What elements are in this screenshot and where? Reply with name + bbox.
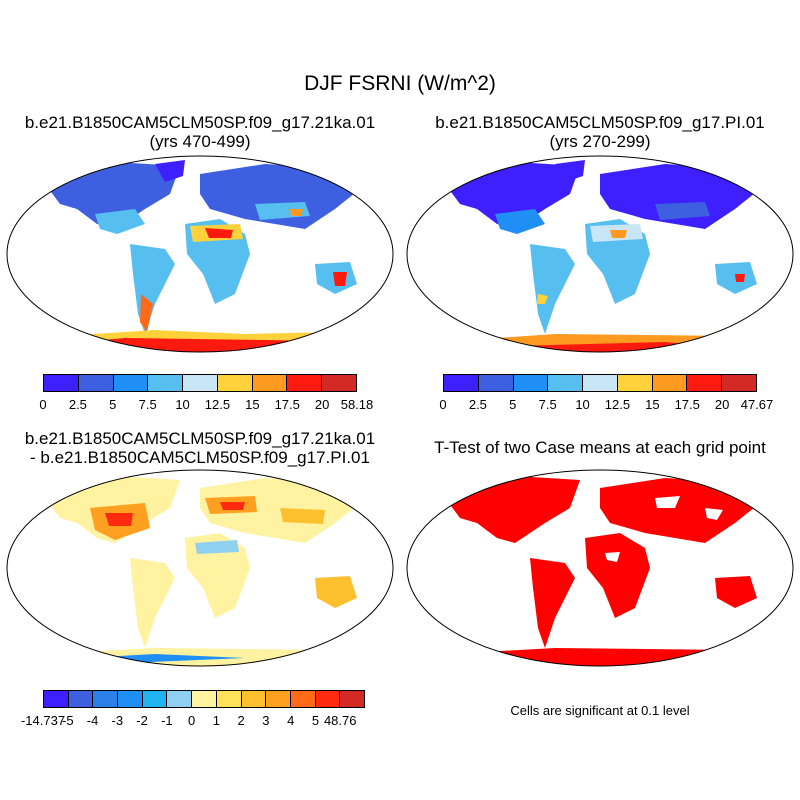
colorbar-tick-label: 5 [109, 397, 117, 412]
colorbar-swatch [617, 375, 653, 391]
colorbar-panel-2-ticks: 0 2.5 5 7.5 10 12.5 15 17.5 20 47.67 [439, 397, 773, 413]
colorbar-tick-label: 2.5 [468, 397, 487, 412]
colorbar-swatch [315, 691, 341, 707]
panel-1-title: b.e21.B1850CAM5CLM50SP.f09_g17.21ka.01 (… [0, 113, 400, 151]
colorbar-swatch [241, 691, 267, 707]
colorbar-tick-label: 10 [575, 397, 590, 412]
colorbar-swatch [192, 691, 217, 707]
colorbar-panel-3 [43, 690, 365, 708]
colorbar-tick-label: 3 [262, 713, 270, 728]
colorbar-tick-label: 17.5 [674, 397, 700, 412]
panel-2-title-line2: (yrs 270-299) [549, 132, 651, 151]
panel-1-title-line2: (yrs 470-499) [149, 132, 251, 151]
colorbar-swatch [478, 375, 514, 391]
colorbar-swatch [252, 375, 288, 391]
colorbar-panel-1 [43, 374, 357, 392]
colorbar-swatch [722, 375, 757, 391]
colorbar-swatch [266, 691, 291, 707]
colorbar-tick-label: 2 [237, 713, 245, 728]
colorbar-swatch [548, 375, 584, 391]
colorbar-swatch [444, 375, 479, 391]
colorbar-panel-1-ticks: 0 2.5 5 7.5 10 12.5 15 17.5 20 58.18 [39, 397, 373, 413]
colorbar-swatch [142, 691, 168, 707]
colorbar-swatch [78, 375, 114, 391]
colorbar-tick-label: -5 [61, 713, 74, 728]
colorbar-tick-label: 12.5 [604, 397, 631, 412]
colorbar-swatch [68, 691, 94, 707]
map-panel-1 [6, 155, 394, 353]
colorbar-tick-label: 7.5 [538, 397, 557, 412]
panel-2-title-line1: b.e21.B1850CAM5CLM50SP.f09_g17.PI.01 [435, 113, 765, 132]
colorbar-swatch [167, 691, 193, 707]
colorbar-swatch [290, 691, 316, 707]
colorbar-tick-label: 1 [212, 713, 220, 728]
panel-3-title: b.e21.B1850CAM5CLM50SP.f09_g17.21ka.01 -… [0, 429, 400, 467]
map-panel-2 [406, 155, 794, 353]
colorbar-swatch [44, 375, 79, 391]
colorbar-swatch [44, 691, 69, 707]
colorbar-tick-label: 20 [314, 397, 330, 412]
colorbar-tick-label: 0 [39, 397, 47, 412]
colorbar-tick-label: -4 [86, 713, 99, 728]
colorbar-tick-label: -14.737 [20, 713, 66, 728]
colorbar-panel-3-ticks: -14.737 -5 -4 -3 -2 -1 0 1 2 3 4 5 48.76 [21, 713, 365, 729]
colorbar-swatch [148, 375, 184, 391]
colorbar-tick-label: 12.5 [204, 397, 231, 412]
colorbar-swatch [687, 375, 723, 391]
figure-title: DJF FSRNI (W/m^2) [304, 72, 496, 95]
colorbar-swatch [217, 375, 253, 391]
colorbar-swatch [216, 691, 242, 707]
colorbar-tick-label: -3 [111, 713, 124, 728]
colorbar-tick-label: -2 [136, 713, 148, 728]
colorbar-swatch [118, 691, 143, 707]
colorbar-tick-label: 5 [311, 713, 320, 728]
colorbar-tick-label: -1 [161, 713, 173, 728]
colorbar-swatch [513, 375, 549, 391]
colorbar-tick-label: 17.5 [274, 397, 300, 412]
significance-note: Cells are significant at 0.1 level [510, 703, 690, 718]
panel-2-title: b.e21.B1850CAM5CLM50SP.f09_g17.PI.01 (yr… [400, 113, 800, 151]
colorbar-tick-label: 0 [187, 713, 196, 728]
colorbar-swatch [113, 375, 149, 391]
colorbar-tick-label: 47.67 [740, 397, 774, 412]
colorbar-tick-label: 0 [439, 397, 447, 412]
colorbar-swatch [322, 375, 357, 391]
colorbar-tick-label: 58.18 [340, 397, 374, 412]
colorbar-tick-label: 48.76 [323, 713, 357, 728]
colorbar-tick-label: 20 [714, 397, 730, 412]
colorbar-panel-2 [443, 374, 757, 392]
colorbar-swatch [287, 375, 323, 391]
colorbar-swatch [652, 375, 688, 391]
panel-4-title: T-Test of two Case means at each grid po… [434, 438, 766, 457]
map-panel-3 [6, 469, 394, 667]
colorbar-swatch [93, 691, 119, 707]
colorbar-swatch [183, 375, 218, 391]
map-panel-4 [406, 469, 794, 667]
colorbar-tick-label: 10 [175, 397, 190, 412]
panel-1-title-line1: b.e21.B1850CAM5CLM50SP.f09_g17.21ka.01 [24, 113, 376, 132]
colorbar-tick-label: 4 [287, 713, 295, 728]
panel-3-title-line2: - b.e21.B1850CAM5CLM50SP.f09_g17.PI.01 [30, 448, 370, 467]
colorbar-swatch [583, 375, 618, 391]
colorbar-tick-label: 15 [645, 397, 660, 412]
colorbar-tick-label: 2.5 [68, 397, 87, 412]
colorbar-swatch [340, 691, 364, 707]
colorbar-tick-label: 7.5 [138, 397, 157, 412]
colorbar-tick-label: 5 [509, 397, 517, 412]
panel-3-title-line1: b.e21.B1850CAM5CLM50SP.f09_g17.21ka.01 [24, 429, 376, 448]
colorbar-tick-label: 15 [245, 397, 260, 412]
